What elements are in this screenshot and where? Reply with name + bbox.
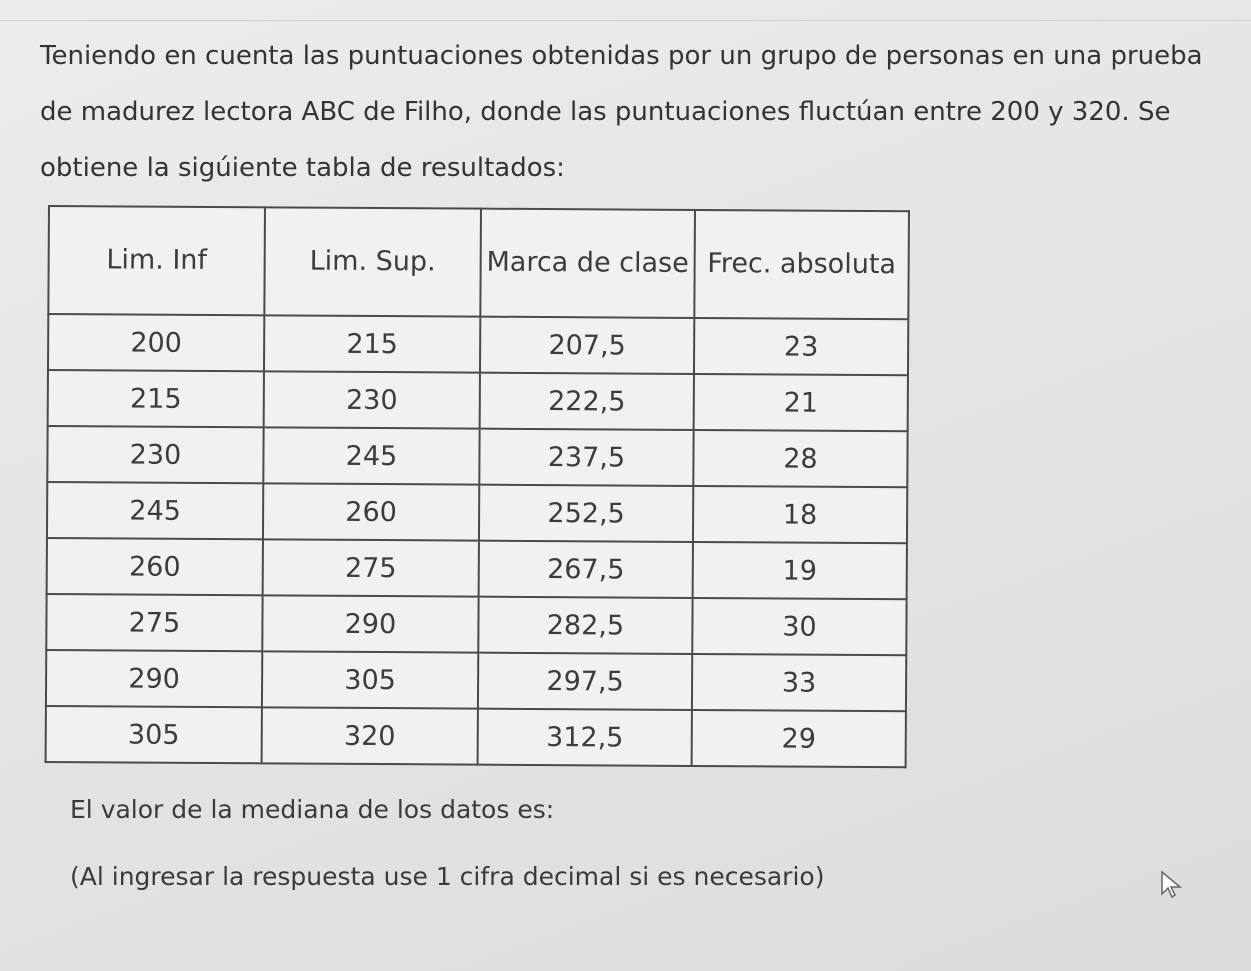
table-cell: 267,5	[478, 540, 693, 598]
table-row: 305 320 312,5 29	[45, 705, 906, 768]
table-cell: 290	[45, 649, 263, 708]
table-cell: 290	[262, 595, 479, 653]
header-frec-absoluta: Frec. absoluta	[694, 209, 909, 320]
table-cell: 200	[47, 314, 265, 372]
table-cell: 297,5	[477, 652, 693, 710]
table-cell: 320	[261, 707, 478, 765]
table-header-row: Lim. Inf Lim. Sup. Marca de clase Frec. …	[48, 206, 909, 320]
table-cell: 207,5	[479, 316, 695, 374]
answer-note: (Al ingresar la respuesta use 1 cifra de…	[70, 862, 825, 891]
table-cell: 215	[263, 315, 481, 373]
table-cell: 23	[693, 317, 909, 376]
table-cell: 312,5	[477, 708, 692, 766]
table-cell: 260	[262, 483, 480, 541]
table-row: 230 245 237,5 28	[47, 426, 908, 488]
mouse-pointer-icon	[1160, 870, 1186, 904]
table-cell: 19	[692, 541, 907, 600]
table-cell: 29	[691, 709, 906, 768]
table-cell: 260	[46, 537, 263, 596]
table-row: 215 230 222,5 21	[47, 370, 908, 432]
table-cell: 305	[45, 705, 262, 764]
table-cell: 275	[46, 593, 263, 652]
question-text: El valor de la mediana de los datos es:	[70, 795, 555, 824]
table-cell: 305	[261, 651, 479, 709]
table-cell: 222,5	[479, 372, 694, 430]
table-row: 245 260 252,5 18	[46, 482, 908, 544]
table-cell: 275	[262, 539, 479, 597]
header-marca-clase: Marca de clase	[480, 208, 695, 318]
frequency-table: Lim. Inf Lim. Sup. Marca de clase Frec. …	[45, 205, 910, 768]
problem-statement: Teniendo en cuenta las puntuaciones obte…	[40, 41, 1203, 183]
table-cell: 18	[692, 485, 908, 544]
table-cell: 237,5	[479, 428, 694, 486]
table-cell: 252,5	[478, 484, 694, 542]
table-cell: 33	[691, 653, 907, 712]
table-cell: 215	[47, 370, 264, 428]
table-cell: 21	[693, 373, 908, 432]
table-cell: 30	[692, 597, 907, 656]
table-cell: 245	[263, 427, 480, 485]
table-cell: 245	[46, 482, 264, 540]
table-cell: 230	[263, 371, 480, 429]
table-row: 290 305 297,5 33	[45, 649, 907, 712]
top-divider	[0, 20, 1251, 21]
header-lim-sup: Lim. Sup.	[264, 207, 481, 317]
table-row: 260 275 267,5 19	[46, 537, 907, 600]
table-cell: 282,5	[478, 596, 693, 654]
table-row: 200 215 207,5 23	[47, 314, 909, 376]
header-lim-inf: Lim. Inf	[48, 206, 265, 316]
table-cell: 230	[47, 426, 264, 484]
table-row: 275 290 282,5 30	[46, 593, 907, 656]
table-cell: 28	[693, 429, 908, 488]
